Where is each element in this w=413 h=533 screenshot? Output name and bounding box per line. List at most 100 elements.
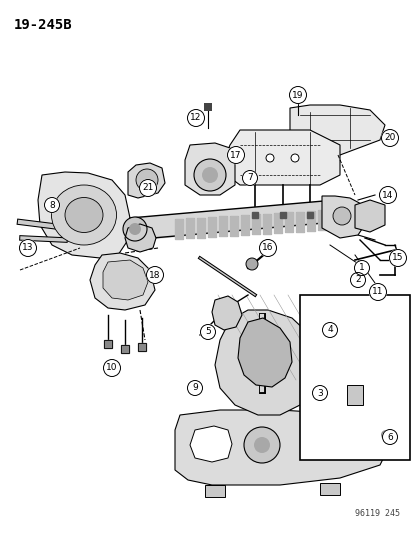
Circle shape — [289, 86, 306, 103]
Polygon shape — [354, 200, 384, 232]
Circle shape — [312, 385, 327, 400]
Ellipse shape — [65, 198, 103, 232]
Bar — [319, 483, 339, 495]
Text: 12: 12 — [190, 114, 201, 123]
Bar — [207, 217, 216, 237]
Circle shape — [202, 167, 218, 183]
Bar — [185, 219, 194, 238]
Text: 10: 10 — [106, 364, 117, 373]
Bar — [204, 103, 211, 111]
Circle shape — [19, 239, 36, 256]
Polygon shape — [128, 163, 165, 198]
Text: 19: 19 — [292, 91, 303, 100]
Bar — [121, 345, 129, 353]
Bar — [138, 343, 146, 351]
Bar — [121, 345, 129, 353]
Bar — [273, 213, 281, 233]
Circle shape — [227, 147, 244, 164]
Circle shape — [194, 159, 225, 191]
Text: 16: 16 — [261, 244, 273, 253]
Polygon shape — [185, 143, 235, 195]
Polygon shape — [237, 318, 291, 387]
Circle shape — [380, 130, 398, 147]
Bar — [279, 212, 285, 218]
Bar — [175, 219, 183, 239]
Bar — [252, 212, 257, 218]
Text: 17: 17 — [230, 150, 241, 159]
Circle shape — [243, 427, 279, 463]
Bar — [197, 217, 204, 238]
Circle shape — [129, 223, 141, 235]
Circle shape — [266, 154, 273, 162]
Bar — [306, 212, 312, 218]
Bar — [299, 295, 409, 460]
Text: 8: 8 — [49, 200, 55, 209]
Polygon shape — [321, 196, 367, 238]
Text: 96119 245: 96119 245 — [354, 509, 399, 518]
Polygon shape — [214, 310, 319, 415]
Polygon shape — [211, 296, 242, 330]
Text: 6: 6 — [386, 432, 392, 441]
Text: 1: 1 — [358, 263, 364, 272]
Bar — [230, 216, 237, 236]
Circle shape — [350, 272, 365, 287]
Polygon shape — [289, 105, 384, 155]
Circle shape — [322, 322, 337, 337]
Circle shape — [123, 217, 147, 241]
Polygon shape — [324, 421, 362, 458]
Bar — [240, 215, 248, 235]
Text: 19-245B: 19-245B — [14, 18, 72, 32]
Text: 18: 18 — [149, 271, 160, 279]
Text: 5: 5 — [204, 327, 210, 336]
Circle shape — [187, 381, 202, 395]
Circle shape — [290, 154, 298, 162]
Text: 13: 13 — [22, 244, 34, 253]
Ellipse shape — [51, 185, 116, 245]
Text: 20: 20 — [383, 133, 395, 142]
Bar — [295, 212, 303, 232]
Circle shape — [382, 430, 396, 445]
Bar — [138, 343, 146, 351]
Bar — [262, 214, 271, 233]
Text: 2: 2 — [354, 276, 360, 285]
Polygon shape — [125, 224, 156, 252]
Circle shape — [259, 239, 276, 256]
Text: 21: 21 — [142, 183, 153, 192]
Bar — [218, 216, 226, 236]
Circle shape — [254, 437, 269, 453]
Circle shape — [200, 325, 215, 340]
Circle shape — [242, 171, 257, 185]
Circle shape — [332, 207, 350, 225]
Bar — [284, 212, 292, 232]
Polygon shape — [219, 130, 339, 185]
Text: 15: 15 — [391, 254, 403, 262]
Bar — [104, 340, 112, 348]
Polygon shape — [190, 426, 231, 462]
Text: 3: 3 — [316, 389, 322, 398]
Bar — [306, 211, 314, 231]
Polygon shape — [175, 410, 389, 485]
Circle shape — [44, 198, 59, 213]
Circle shape — [379, 187, 396, 204]
Circle shape — [187, 109, 204, 126]
Bar — [317, 211, 325, 230]
Circle shape — [369, 284, 386, 301]
Text: 11: 11 — [371, 287, 383, 296]
Circle shape — [380, 430, 390, 440]
Text: 14: 14 — [381, 190, 393, 199]
Circle shape — [103, 359, 120, 376]
Circle shape — [245, 258, 257, 270]
Bar — [204, 485, 224, 497]
Polygon shape — [90, 253, 154, 310]
Circle shape — [146, 266, 163, 284]
Circle shape — [136, 169, 158, 191]
Circle shape — [354, 261, 369, 276]
Text: 7: 7 — [247, 174, 252, 182]
Text: 4: 4 — [326, 326, 332, 335]
Bar — [346, 385, 362, 405]
Bar — [252, 214, 259, 235]
Polygon shape — [38, 172, 130, 258]
Bar — [104, 340, 112, 348]
Circle shape — [389, 249, 406, 266]
Text: 9: 9 — [192, 384, 197, 392]
